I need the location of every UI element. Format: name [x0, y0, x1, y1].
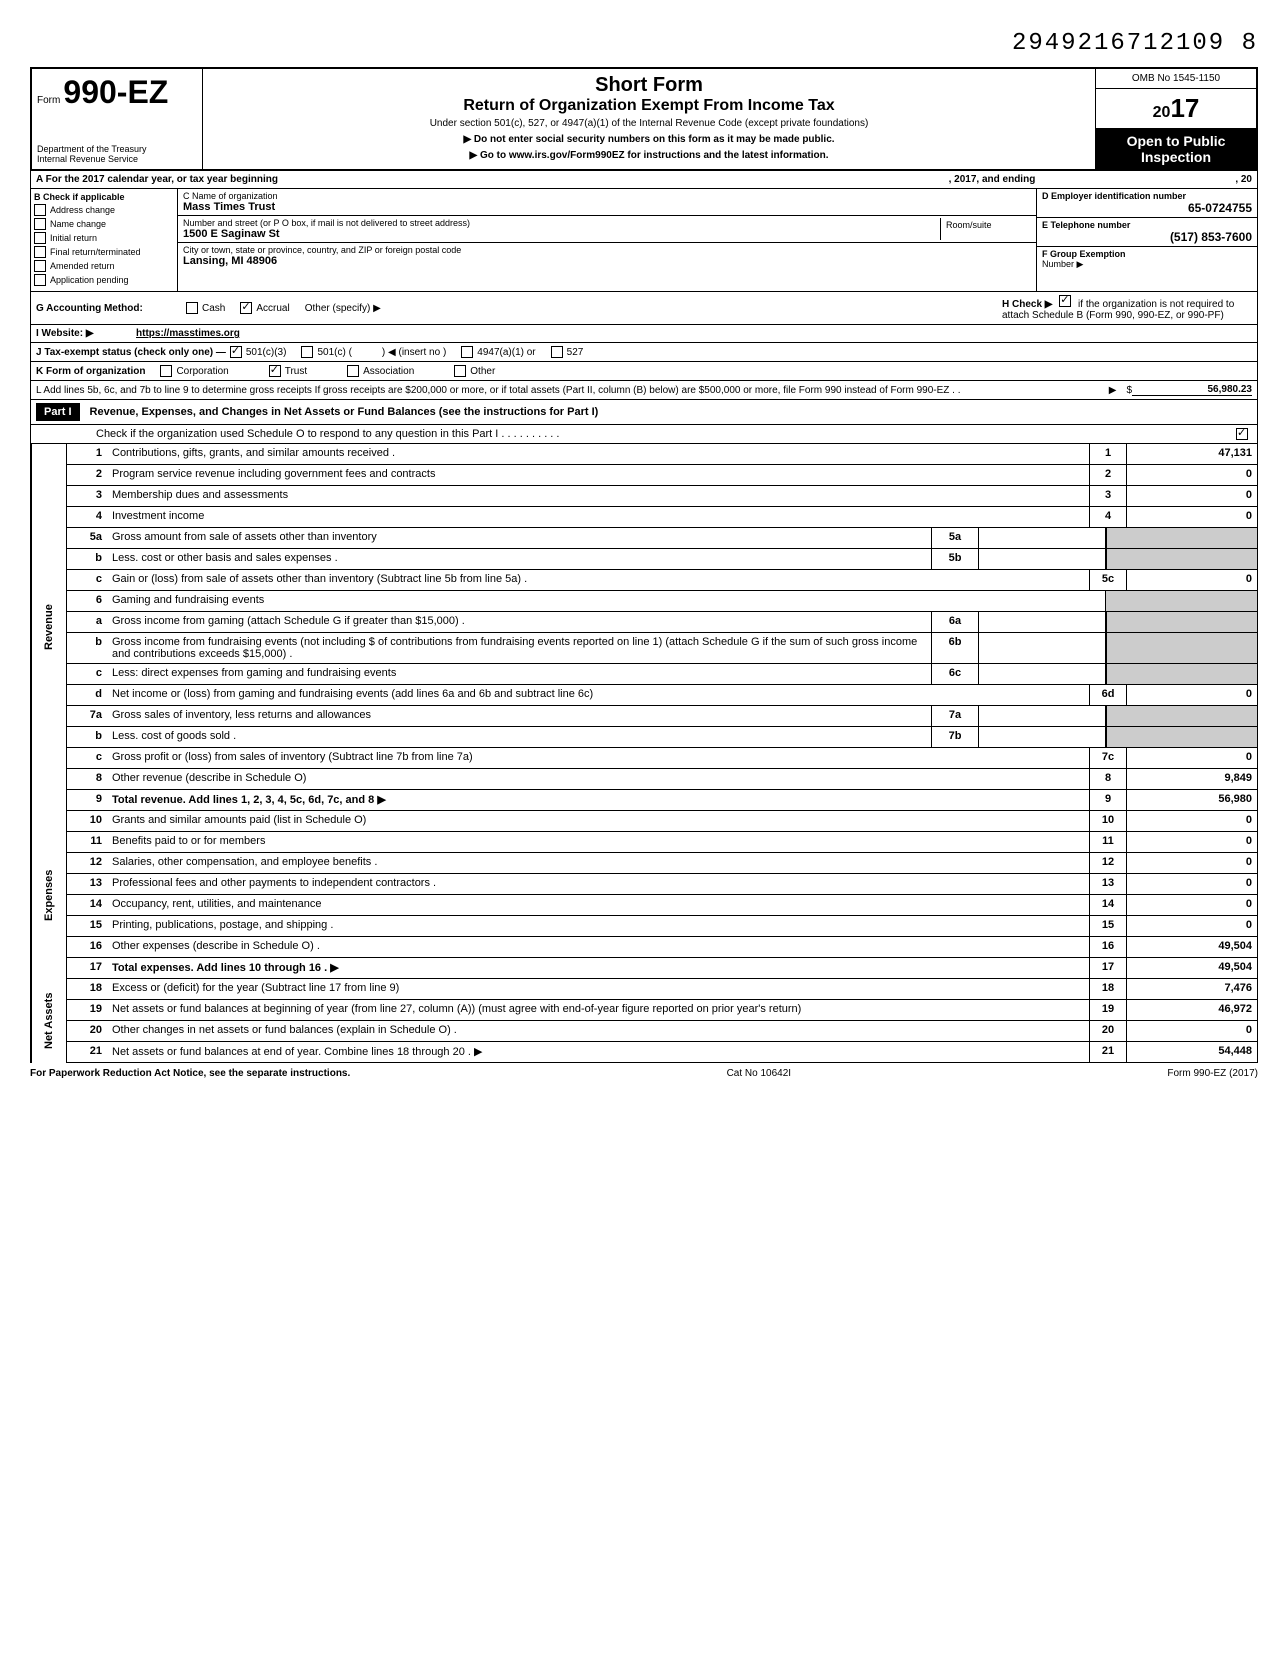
line20-value: 0	[1126, 1021, 1257, 1041]
line14-value: 0	[1126, 895, 1257, 915]
line11-value: 0	[1126, 832, 1257, 852]
form-dept: Department of the Treasury Internal Reve…	[37, 144, 197, 164]
line16-value: 49,504	[1126, 937, 1257, 957]
org-address: 1500 E Saginaw St	[183, 228, 940, 240]
form-prefix: Form	[37, 95, 60, 106]
checkbox-527[interactable]	[551, 346, 563, 358]
line21-value: 54,448	[1126, 1042, 1257, 1062]
document-number: 2949216712109 8	[30, 30, 1258, 57]
line19-value: 46,972	[1126, 1000, 1257, 1020]
checkbox-address-change[interactable]	[34, 204, 46, 216]
checkbox-other-org[interactable]	[454, 365, 466, 377]
phone-value: (517) 853-7600	[1042, 230, 1252, 244]
form-subtitle: Return of Organization Exempt From Incom…	[208, 97, 1090, 115]
checkbox-amended-return[interactable]	[34, 260, 46, 272]
row-j: J Tax-exempt status (check only one) — 5…	[30, 343, 1258, 362]
ein-value: 65-0724755	[1042, 201, 1252, 215]
checkbox-accrual[interactable]	[240, 302, 252, 314]
part1-header: Part I Revenue, Expenses, and Changes in…	[30, 400, 1258, 425]
line4-value: 0	[1126, 507, 1257, 527]
row-k: K Form of organization Corporation Trust…	[30, 362, 1258, 381]
form-title: Short Form	[208, 74, 1090, 97]
checkbox-application-pending[interactable]	[34, 274, 46, 286]
section-b: B Check if applicable Address change Nam…	[31, 189, 178, 291]
line3-value: 0	[1126, 486, 1257, 506]
part1-check: Check if the organization used Schedule …	[30, 425, 1258, 444]
side-label-netassets: Net Assets	[31, 979, 66, 1063]
row-l: L Add lines 5b, 6c, and 7b to line 9 to …	[30, 381, 1258, 400]
omb-number: OMB No 1545-1150	[1096, 69, 1256, 89]
open-public-1: Open to Public	[1100, 133, 1252, 149]
line6d-value: 0	[1126, 685, 1257, 705]
line13-value: 0	[1126, 874, 1257, 894]
line5c-value: 0	[1126, 570, 1257, 590]
line15-value: 0	[1126, 916, 1257, 936]
side-label-expenses: Expenses	[31, 811, 66, 979]
line2-value: 0	[1126, 465, 1257, 485]
checkbox-501c3[interactable]	[230, 346, 242, 358]
tax-year: 20201717	[1096, 89, 1256, 129]
page-footer: For Paperwork Reduction Act Notice, see …	[30, 1063, 1258, 1084]
section-de: D Employer identification number 65-0724…	[1036, 189, 1257, 291]
form-arrow2: ▶ Go to www.irs.gov/Form990EZ for instru…	[208, 150, 1090, 161]
side-label-revenue: Revenue	[31, 444, 66, 811]
row-i: I Website: ▶ https://masstimes.org	[30, 325, 1258, 343]
checkbox-trust[interactable]	[269, 365, 281, 377]
checkbox-corp[interactable]	[160, 365, 172, 377]
line1-value: 47,131	[1126, 444, 1257, 464]
line18-value: 7,476	[1126, 979, 1257, 999]
form-note: Under section 501(c), 527, or 4947(a)(1)…	[208, 118, 1090, 129]
checkbox-cash[interactable]	[186, 302, 198, 314]
checkbox-final-return[interactable]	[34, 246, 46, 258]
gross-receipts: 56,980.23	[1132, 384, 1252, 396]
checkbox-schedule-o[interactable]	[1236, 428, 1248, 440]
checkbox-initial-return[interactable]	[34, 232, 46, 244]
checkbox-name-change[interactable]	[34, 218, 46, 230]
line10-value: 0	[1126, 811, 1257, 831]
checkbox-4947[interactable]	[461, 346, 473, 358]
line12-value: 0	[1126, 853, 1257, 873]
org-name: Mass Times Trust	[183, 201, 1031, 213]
org-city: Lansing, MI 48906	[183, 255, 1031, 267]
line17-value: 49,504	[1126, 958, 1257, 978]
line8-value: 9,849	[1126, 769, 1257, 789]
line7c-value: 0	[1126, 748, 1257, 768]
checkbox-501c[interactable]	[301, 346, 313, 358]
form-header: Form 990-EZ Department of the Treasury I…	[30, 67, 1258, 171]
row-a: A For the 2017 calendar year, or tax yea…	[30, 171, 1258, 189]
checkbox-schedule-b[interactable]	[1059, 295, 1071, 307]
checkbox-assoc[interactable]	[347, 365, 359, 377]
website-value: https://masstimes.org	[136, 328, 240, 339]
section-c: C Name of organization Mass Times Trust …	[178, 189, 1036, 291]
row-g: G Accounting Method: Cash Accrual Other …	[30, 292, 1258, 325]
form-arrow1: ▶ Do not enter social security numbers o…	[208, 134, 1090, 145]
open-public-2: Inspection	[1100, 149, 1252, 165]
form-number: 990-EZ	[63, 74, 168, 110]
room-suite-label: Room/suite	[940, 218, 1031, 240]
line9-value: 56,980	[1126, 790, 1257, 810]
